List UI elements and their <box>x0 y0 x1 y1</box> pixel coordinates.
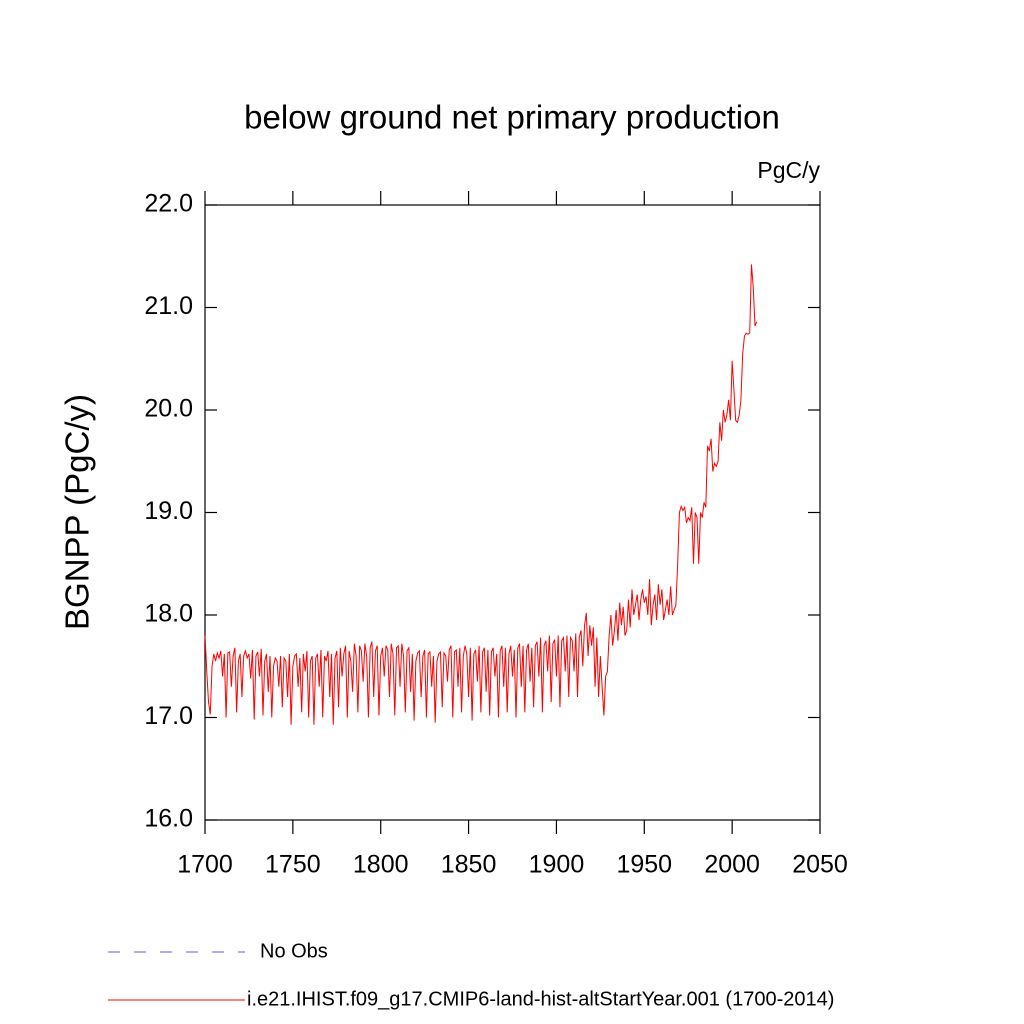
x-tick-label: 2050 <box>792 851 848 879</box>
x-tick-label: 1700 <box>177 851 233 879</box>
y-tick-label: 16.0 <box>144 805 193 833</box>
x-tick-label: 1900 <box>529 851 585 879</box>
x-tick-label: 1850 <box>441 851 497 879</box>
x-tick-label: 2000 <box>704 851 760 879</box>
chart-title: below ground net primary production <box>244 99 780 136</box>
x-tick-label: 1950 <box>616 851 672 879</box>
y-tick-label: 18.0 <box>144 600 193 628</box>
y-tick-label: 19.0 <box>144 497 193 525</box>
y-tick-label: 17.0 <box>144 702 193 730</box>
legend-label: i.e21.IHIST.f09_g17.CMIP6-land-hist-altS… <box>247 988 834 1010</box>
legend-label: No Obs <box>260 940 328 962</box>
x-tick-label: 1750 <box>265 851 321 879</box>
y-tick-label: 22.0 <box>144 190 193 218</box>
y-tick-label: 20.0 <box>144 395 193 423</box>
x-tick-label: 1800 <box>353 851 409 879</box>
plot-frame <box>204 204 821 821</box>
units-label: PgC/y <box>757 157 820 183</box>
data-line <box>204 264 758 725</box>
y-axis-label: BGNPP (PgC/y) <box>59 394 96 630</box>
y-tick-label: 21.0 <box>144 292 193 320</box>
